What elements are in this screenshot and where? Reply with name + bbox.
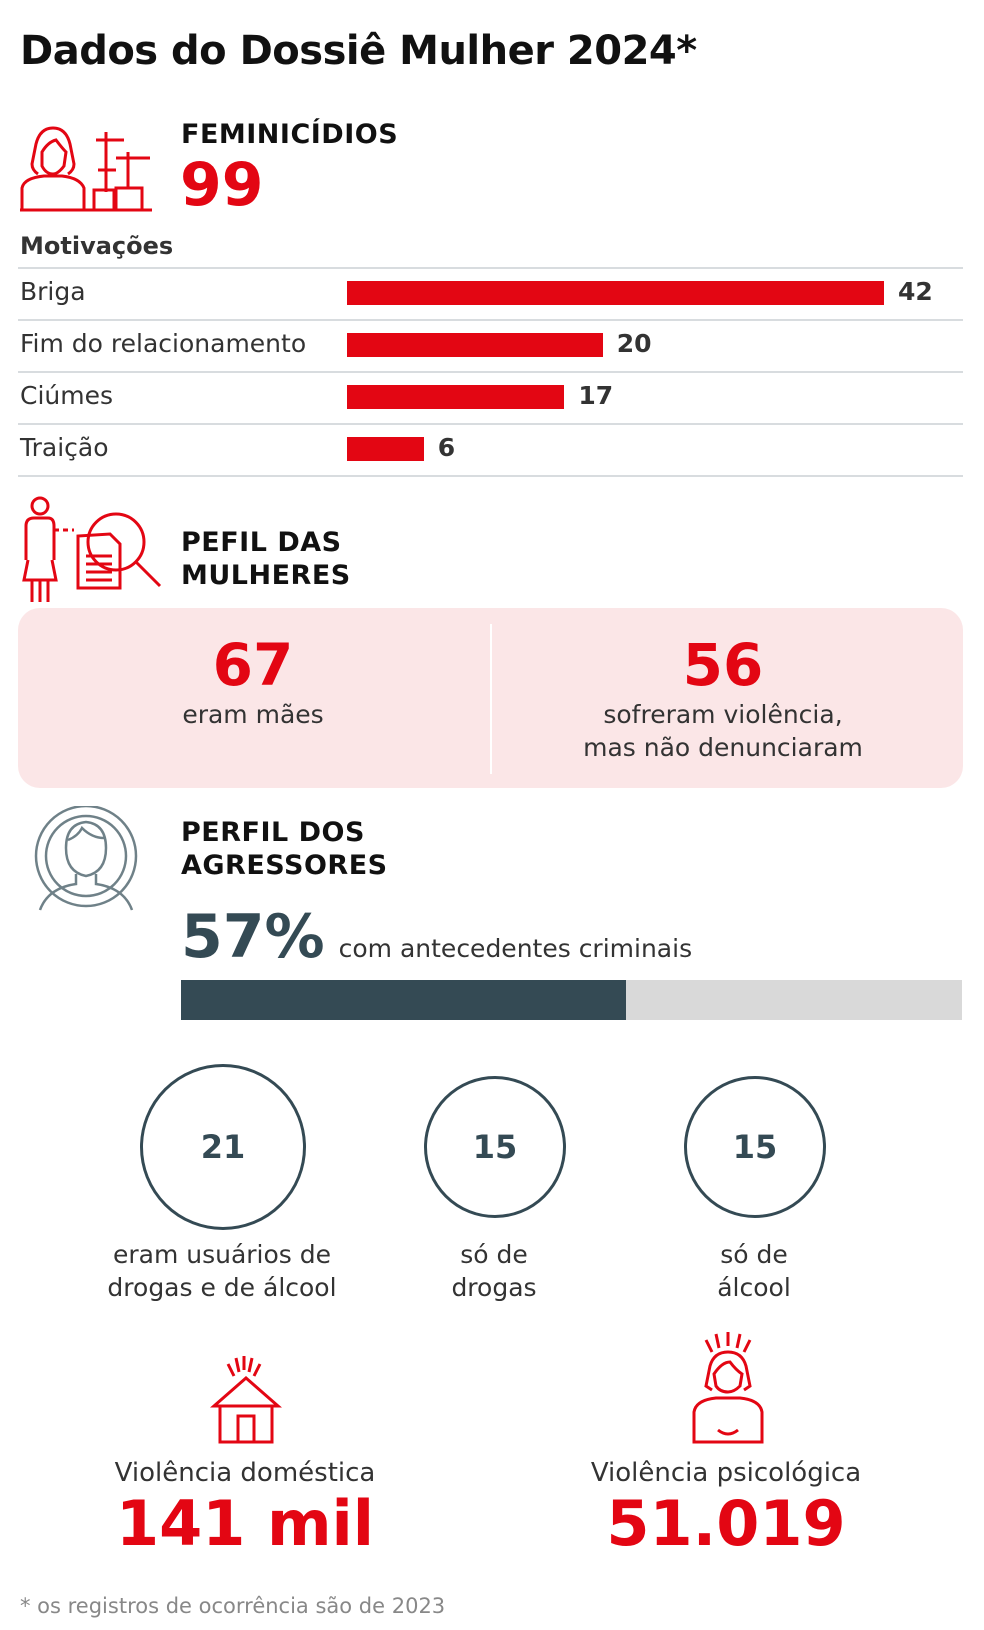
- circle-drogas: 15: [424, 1076, 566, 1218]
- stat-maes: 67 eram mães: [23, 632, 483, 731]
- bar-label: Traição: [20, 433, 109, 462]
- label-line: drogas e de álcool: [107, 1273, 337, 1302]
- label-line: drogas: [451, 1273, 537, 1302]
- violencia-psicologica: Violência psicológica 51.019: [516, 1458, 936, 1560]
- chart-title: Motivações: [20, 232, 174, 260]
- circle-drogas-alcool: 21: [140, 1064, 306, 1230]
- antecedentes-stat: 57% com antecedentes criminais: [181, 902, 692, 972]
- circle-label: eram usuários de drogas e de álcool: [72, 1238, 372, 1304]
- antecedentes-progress-fill: [181, 980, 627, 1020]
- bar-value: 20: [616, 329, 652, 358]
- label-line: eram usuários de: [112, 1240, 332, 1269]
- woman-investigation-icon: [22, 496, 162, 602]
- bar: [347, 385, 565, 409]
- percent-label: 57%: [181, 902, 325, 972]
- stat-nao-denunciaram: 56 sofreram violência, mas não denunciar…: [493, 632, 953, 764]
- violencia-value: 141 mil: [115, 1487, 375, 1560]
- bar-label: Briga: [20, 277, 86, 306]
- stat-value: 67: [212, 631, 294, 699]
- stat-text: sofreram violência,: [603, 700, 843, 729]
- violencia-value: 51.019: [606, 1487, 846, 1560]
- circle-label: só de drogas: [344, 1238, 644, 1304]
- label-line: álcool: [717, 1273, 791, 1302]
- stat-text: mas não denunciaram: [583, 733, 863, 762]
- violencia-label: Violência doméstica: [114, 1458, 376, 1488]
- title-line: MULHERES: [181, 560, 351, 591]
- woman-graves-icon: [20, 126, 152, 212]
- page-title: Dados do Dossiê Mulher 2024*: [20, 28, 697, 74]
- row-divider: [18, 423, 963, 425]
- row-divider: [18, 475, 963, 477]
- label-line: só de: [720, 1240, 788, 1269]
- feminicidios-label: FEMINICÍDIOS: [181, 119, 399, 150]
- label-line: só de: [460, 1240, 528, 1269]
- footnote: * os registros de ocorrência são de 2023: [20, 1594, 446, 1618]
- perfil-agressores-title: PERFIL DOS AGRESSORES: [181, 816, 388, 882]
- house-alert-icon: [210, 1356, 282, 1444]
- bar: [347, 437, 424, 461]
- antecedentes-progress: [181, 980, 962, 1020]
- row-divider: [18, 319, 963, 321]
- percent-text: com antecedentes criminais: [338, 934, 693, 963]
- perfil-mulheres-panel: 67 eram mães 56 sofreram violência, mas …: [18, 608, 963, 788]
- feminicidios-value: 99: [180, 150, 264, 220]
- circle-label: só de álcool: [604, 1238, 904, 1304]
- title-line: AGRESSORES: [181, 850, 388, 881]
- stat-text: eram mães: [182, 700, 324, 729]
- bar: [347, 333, 603, 357]
- perfil-mulheres-title: PEFIL DAS MULHERES: [181, 526, 351, 592]
- man-avatar-icon: [34, 806, 138, 911]
- bar: [347, 281, 884, 305]
- title-line: PEFIL DAS: [181, 527, 342, 558]
- woman-alert-icon: [692, 1332, 764, 1444]
- violencia-domestica: Violência doméstica 141 mil: [35, 1458, 455, 1560]
- row-divider: [18, 267, 963, 269]
- bar-value: 6: [437, 433, 456, 462]
- title-line: PERFIL DOS: [181, 817, 365, 848]
- violencia-label: Violência psicológica: [590, 1458, 862, 1488]
- stat-value: 56: [682, 631, 764, 699]
- bar-value: 42: [898, 277, 933, 306]
- divider: [490, 624, 492, 774]
- bar-value: 17: [578, 381, 614, 410]
- bar-label: Fim do relacionamento: [20, 329, 307, 358]
- row-divider: [18, 371, 963, 373]
- circle-alcool: 15: [684, 1076, 826, 1218]
- bar-label: Ciúmes: [20, 381, 114, 410]
